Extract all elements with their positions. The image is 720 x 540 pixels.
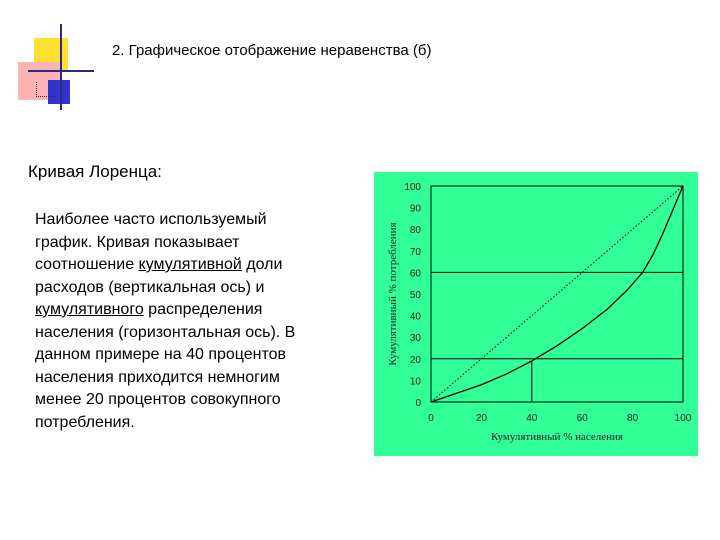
slide-subtitle: Кривая Лоренца: [28,162,162,181]
y-tick-label: 70 [410,247,422,258]
body-text-segment: потребления. [35,413,135,431]
body-line: график. Кривая показывает [35,232,365,255]
body-text-segment: Наиболее часто используемый [35,211,267,228]
x-tick-label: 80 [627,413,639,424]
y-tick-label: 40 [410,312,422,323]
y-tick-label: 50 [410,290,422,301]
slide-title: 2. Графическое отображение неравенства (… [112,42,432,59]
body-line: данном примере на 40 процентов [35,344,365,367]
body-text-segment: населения приходится немногим [35,368,280,386]
decor-blue-square [48,80,70,104]
y-tick-label: 100 [404,182,421,193]
decor-vertical-line [60,24,62,110]
y-tick-label: 30 [410,333,422,344]
x-tick-label: 60 [577,413,589,424]
lorenz-curve-chart: 0 10 20 30 40 50 60 70 80 90 100 0 20 40 60 80 100 Куму… [374,172,698,456]
y-tick-label: 10 [410,376,422,387]
body-line: расходов (вертикальная ось) и [35,277,365,300]
underlined-term: кумулятивной [138,256,242,273]
body-text-segment: расходов (вертикальная ось) и [35,278,265,296]
x-tick-label: 0 [428,413,434,424]
y-tick-label: 60 [410,268,422,279]
body-text-segment: населения (горизонтальная ось). В [35,323,296,341]
y-axis-label: Кумулятивный % потребления [387,222,399,365]
body-line: Наиболее часто используемый [35,209,365,232]
x-tick-label: 20 [476,413,488,424]
x-axis-label: Кумулятивный % населения [491,431,623,443]
underlined-term: кумулятивного [35,301,144,318]
body-text-segment: данном примере на 40 процентов [35,346,287,363]
y-tick-label: 0 [415,398,421,409]
decor-dotted-curve [36,82,55,97]
y-tick-label: 80 [410,225,422,236]
lorenz-curve [430,185,684,403]
x-tick-label: 40 [526,413,538,424]
y-tick-label: 20 [410,355,422,366]
decor-horizontal-line [28,70,94,72]
body-text-segment: доли [241,256,283,273]
body-text-segment: соотношение [35,256,139,273]
body-text-segment: менее 20 процентов совокупного [35,391,281,408]
body-line: кумулятивного распределения [35,299,365,322]
body-line: менее 20 процентов совокупного [35,389,365,412]
body-line: потребления. [35,412,365,435]
y-tick-label: 90 [410,204,422,215]
body-line: населения (горизонтальная ось). В [35,322,365,345]
body-line: соотношение кумулятивной доли [35,254,365,277]
slide-body-text: Наиболее часто используемый график. Крива… [35,209,365,434]
equality-line [430,185,684,403]
x-tick-label: 100 [675,413,692,424]
body-text-segment: распределения [143,301,263,318]
body-text-segment: график. Кривая показывает [35,233,240,251]
body-line: населения приходится немногим [35,367,365,390]
